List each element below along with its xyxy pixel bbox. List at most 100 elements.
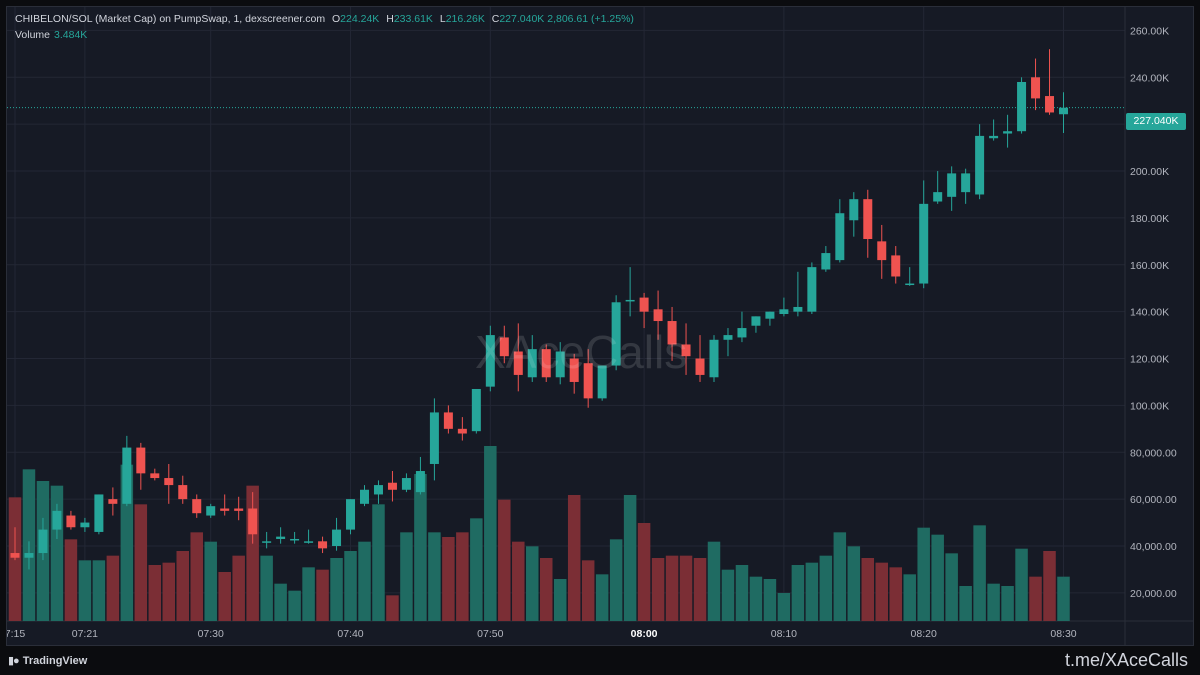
candle-body: [387, 482, 397, 490]
open-value: 224.24K: [340, 13, 380, 25]
candle-body: [681, 344, 691, 357]
time-tick-label: 07:40: [337, 628, 363, 640]
volume-bar: [959, 586, 972, 621]
candle-body: [178, 485, 188, 500]
volume-bar: [428, 532, 441, 621]
candle-body: [695, 358, 705, 375]
volume-bar: [721, 569, 735, 621]
time-tick-label: 08:30: [1050, 628, 1076, 640]
candle-body: [262, 541, 272, 543]
candle-body: [653, 309, 663, 322]
candle-body: [905, 283, 915, 286]
price-tick-label: 40,000.00: [1130, 541, 1177, 553]
volume-bar: [861, 558, 875, 621]
volume-bar: [693, 558, 707, 621]
tradingview-brand[interactable]: ▮● TradingView: [8, 654, 87, 667]
price-tick-label: 120.00K: [1130, 354, 1169, 366]
candle-body: [625, 299, 635, 302]
volume-bar: [358, 541, 371, 621]
candle-body: [1031, 77, 1041, 99]
footer-bar: ▮● TradingView t.me/XAceCalls: [0, 646, 1200, 675]
volume-bar: [945, 553, 958, 621]
volume-bar: [875, 562, 889, 621]
low-label: L: [439, 13, 446, 25]
volume-bar: [190, 532, 203, 621]
candle-body: [457, 428, 467, 434]
price-tick-label: 140.00K: [1130, 307, 1169, 319]
volume-bar: [92, 560, 106, 621]
candle-body: [443, 412, 453, 429]
candle-body: [933, 192, 943, 202]
time-tick-label: 07:30: [198, 628, 224, 640]
volume-bar: [414, 474, 427, 621]
price-chart[interactable]: 20,000.00 40,000.00 60,000.00 80,000.00 100.…: [7, 7, 1194, 646]
volume-bar: [64, 539, 78, 621]
brand-label: TradingView: [22, 655, 88, 667]
candle-body: [136, 447, 146, 474]
volume-bar: [679, 555, 693, 621]
candle-body: [415, 471, 425, 493]
price-tick-label: 240.00K: [1130, 72, 1169, 84]
candle-body: [989, 135, 999, 139]
candle-body: [891, 255, 901, 277]
volume-legend: Volume 3.484K: [15, 29, 87, 41]
candle-body: [947, 173, 957, 197]
price-tick-label: 20,000.00: [1130, 588, 1177, 600]
volume-bar: [1001, 586, 1014, 621]
candle-body: [1017, 81, 1027, 132]
volume-bar: [903, 574, 916, 621]
chart-frame[interactable]: 20,000.00 40,000.00 60,000.00 80,000.00 100.…: [6, 6, 1194, 646]
candle-body: [709, 339, 719, 378]
volume-bar: [1057, 576, 1070, 621]
candle-body: [24, 553, 34, 558]
time-tick-label: 08:10: [771, 628, 797, 640]
candle-body: [849, 199, 859, 221]
time-tick-label: 07:21: [72, 628, 98, 640]
candle-body: [527, 349, 537, 378]
volume-bar: [302, 567, 315, 621]
candle-body: [499, 337, 509, 357]
volume-bar: [316, 569, 329, 621]
volume-bar: [539, 558, 553, 621]
candle-body: [807, 267, 817, 312]
volume-bar: [581, 560, 595, 621]
volume-bar: [847, 546, 861, 621]
volume-bar: [372, 504, 385, 621]
candle-body: [164, 478, 174, 486]
volume-bar: [78, 560, 92, 621]
volume-label: Volume: [15, 29, 51, 41]
volume-bar: [106, 555, 120, 621]
symbol-title: CHIBELON/SOL (Market Cap) on PumpSwap, 1…: [15, 13, 326, 25]
volume-bar: [805, 562, 819, 621]
telegram-link[interactable]: t.me/XAceCalls: [1064, 650, 1188, 670]
candle-body: [373, 485, 383, 495]
candle-body: [737, 328, 747, 338]
volume-bar: [917, 527, 930, 621]
candle-body: [122, 447, 132, 504]
candle-body: [471, 388, 481, 432]
candle-body: [346, 499, 356, 530]
volume-bar: [609, 539, 623, 621]
candle-body: [597, 365, 607, 399]
candle-body: [150, 473, 160, 479]
volume-bar: [456, 532, 469, 621]
candle-body: [234, 508, 244, 511]
tradingview-logo-icon: ▮●: [8, 655, 20, 667]
price-tick-label: 100.00K: [1130, 400, 1169, 412]
volume-bar: [1043, 551, 1056, 621]
volume-bar: [595, 574, 609, 621]
candle-body: [611, 302, 621, 366]
volume-bar: [134, 504, 148, 621]
candle-body: [290, 538, 300, 541]
candle-body: [821, 253, 831, 270]
candle-body: [94, 494, 104, 532]
volume-bar: [553, 579, 567, 621]
volume-bar: [637, 523, 651, 621]
open-label: O: [332, 13, 341, 25]
volume-bar: [260, 555, 273, 621]
candle-body: [569, 358, 579, 382]
volume-bar: [791, 565, 805, 621]
price-tick-label: 160.00K: [1130, 260, 1169, 272]
volume-bar: [498, 499, 511, 621]
candle-body: [108, 499, 118, 504]
